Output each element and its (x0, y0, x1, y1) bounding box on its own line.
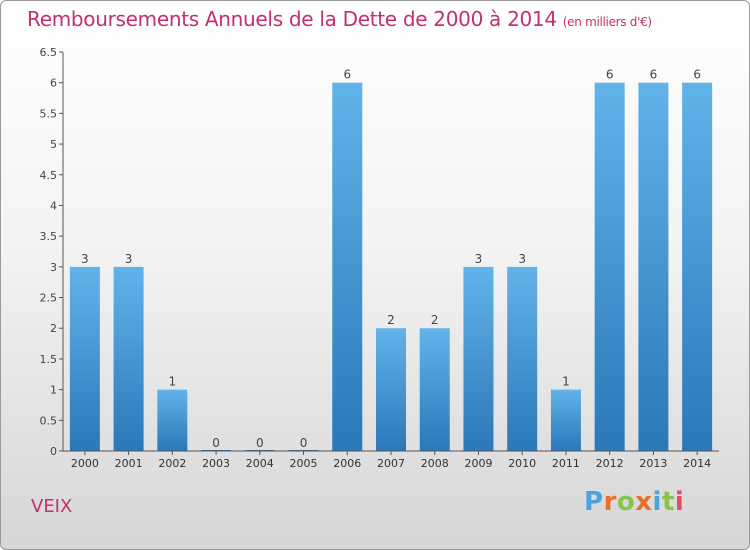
chart-unit: (en milliers d'€) (562, 15, 652, 29)
y-tick-label: 0.5 (40, 414, 58, 427)
x-tick-label: 2006 (333, 457, 361, 470)
y-tick-label: 4.5 (40, 169, 58, 182)
y-tick-label: 4 (50, 199, 57, 212)
bar[interactable] (594, 82, 625, 451)
x-tick-label: 2001 (115, 457, 143, 470)
y-tick-label: 2 (50, 322, 57, 335)
bar-value-label: 1 (169, 375, 177, 389)
y-tick-label: 3 (50, 261, 57, 274)
bar-value-label: 6 (343, 68, 351, 82)
bar-value-label: 3 (518, 252, 526, 266)
x-tick-label: 2003 (202, 457, 230, 470)
bar-value-label: 0 (300, 436, 308, 450)
x-tick-label: 2002 (158, 457, 186, 470)
commune-name: VEIX (31, 496, 73, 517)
logo-letter: t (661, 487, 675, 517)
bar-value-label: 6 (650, 68, 658, 82)
x-tick-label: 2013 (639, 457, 667, 470)
bar-value-label: 6 (606, 68, 614, 82)
bar[interactable] (419, 328, 450, 451)
y-tick-label: 2.5 (40, 292, 58, 305)
bar[interactable] (550, 389, 581, 451)
y-tick-label: 0 (50, 445, 57, 458)
chart-title: Remboursements Annuels de la Dette de 20… (27, 7, 652, 31)
bar[interactable] (113, 266, 144, 451)
bar[interactable] (638, 82, 669, 451)
bar-value-label: 0 (256, 436, 264, 450)
x-tick-label: 2007 (377, 457, 405, 470)
x-tick-label: 2000 (71, 457, 99, 470)
chart-title-text: Remboursements Annuels de la Dette de 20… (27, 7, 557, 31)
y-tick-label: 5.5 (40, 107, 58, 120)
bars: 3 3 1 0 0 0 6 2 2 3 3 1 6 6 6 (69, 68, 713, 451)
logo-letter: r (603, 487, 617, 517)
bar-value-label: 2 (387, 313, 395, 327)
y-tick-label: 1 (50, 384, 57, 397)
logo-letter: x (635, 487, 653, 517)
y-tick-label: 5 (50, 138, 57, 151)
bar-value-label: 2 (431, 313, 439, 327)
bar[interactable] (507, 266, 538, 451)
logo-letter: i (674, 487, 685, 517)
bar-value-label: 3 (81, 252, 89, 266)
x-axis: 2000 2001 2002 2003 2004 2005 2006 2007 2008 2009… (63, 450, 719, 470)
bar-value-label: 1 (562, 375, 570, 389)
bar-value-label: 3 (475, 252, 483, 266)
bar[interactable] (157, 389, 188, 451)
y-tick-label: 1.5 (40, 353, 58, 366)
bar[interactable] (332, 82, 363, 451)
bar[interactable] (463, 266, 494, 451)
x-tick-label: 2014 (683, 457, 711, 470)
proxiti-logo[interactable]: Proxiti (584, 487, 684, 517)
bar-value-label: 6 (693, 68, 701, 82)
bar-value-label: 3 (125, 252, 133, 266)
bar[interactable] (682, 82, 713, 451)
x-tick-label: 2012 (596, 457, 624, 470)
x-tick-label: 2010 (508, 457, 536, 470)
x-tick-label: 2004 (246, 457, 274, 470)
y-tick-label: 3.5 (40, 230, 58, 243)
y-tick-label: 6 (50, 77, 57, 90)
x-tick-label: 2011 (552, 457, 580, 470)
logo-letter: i (652, 487, 662, 517)
x-tick-label: 2005 (290, 457, 318, 470)
logo-letter: P (584, 487, 604, 517)
y-tick-label: 6.5 (40, 46, 58, 59)
bar[interactable] (376, 328, 406, 451)
logo-letter: o (616, 487, 636, 517)
x-tick-label: 2008 (421, 457, 449, 470)
x-tick-label: 2009 (464, 457, 492, 470)
y-axis: 0 0.5 1 1.5 2 2.5 3 3.5 4 4.5 5 5.5 6 6.5 (40, 46, 64, 458)
bar[interactable] (69, 266, 100, 451)
bar-value-label: 0 (212, 436, 220, 450)
